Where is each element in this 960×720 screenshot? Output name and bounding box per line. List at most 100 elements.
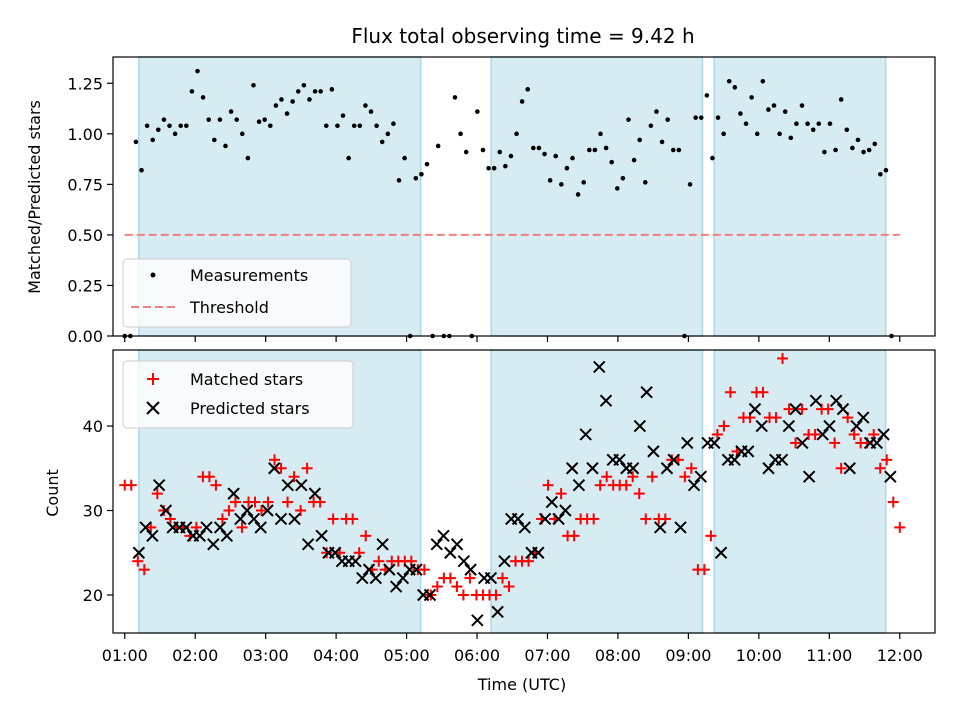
matched-star-point [601,471,613,483]
measurement-point [698,115,704,120]
measurement-point [144,123,150,129]
measurement-point [458,131,463,137]
matched-star-point [555,488,567,500]
predicted-star-point [708,436,721,450]
measurement-point [575,192,581,197]
top-y-axis: 0.00 0.25 0.50 0.75 1.00 1.25 [67,74,113,346]
measurement-point [794,121,799,127]
measurement-point [743,121,749,127]
predicted-star-point [572,478,586,492]
matched-star-point [679,471,691,483]
predicted-star-point [356,571,369,585]
top-y-axis-label: Matched/Predicted stars [25,100,44,294]
measurement-point [805,121,810,127]
matched-star-point [210,479,222,491]
predicted-star-point [396,571,410,585]
predicted-star-point [247,512,261,526]
legend-predicted-marker [146,401,160,415]
measurement-point [223,143,228,149]
predicted-star-point [782,419,796,433]
predicted-star-point [220,529,234,543]
predicted-star-point [545,495,559,509]
measurement-point [284,111,290,116]
chart-title: Flux total observing time = 9.42 h [351,24,694,48]
matched-star-point [431,581,443,593]
top-y-tick-label: 0.50 [67,226,103,245]
measurement-point [346,155,351,161]
top-observing-windows [138,56,887,337]
predicted-star-point [139,521,152,534]
matched-star-point [327,513,339,525]
predicted-star-point [498,554,511,568]
predicted-star-point [180,521,193,534]
measurement-point [721,131,726,137]
x-tick-label: 08:00 [595,646,641,665]
measurement-point [872,141,878,147]
x-tick-label: 01:00 [102,646,148,665]
measurement-point [200,95,206,100]
measurement-point [553,153,559,159]
measurement-point [167,123,172,129]
measurement-point [592,147,598,153]
matched-star-point [216,513,228,525]
predicted-star-point [288,512,301,526]
predicted-star-point [816,428,829,441]
predicted-star-point [146,529,159,543]
measurement-point [844,127,850,133]
matched-star-point [464,572,476,584]
bottom-plot-frame [112,349,936,634]
measurement-point [654,109,659,114]
predicted-star-point [308,487,322,500]
measurement-point [799,103,805,108]
measurement-point [150,137,156,143]
predicted-star-point [565,462,579,475]
measurement-point [234,117,239,122]
predicted-star-point [626,462,640,475]
predicted-star-point [281,478,294,492]
measurement-point [228,109,234,114]
legend-matched-label: Matched stars [190,370,303,389]
matched-star-point [627,471,639,483]
measurement-point [855,137,861,143]
predicted-star-point [193,529,206,543]
measurement-point [525,87,531,92]
matched-star-point [496,572,508,584]
matched-star-point [777,352,789,364]
measurement-point [329,87,335,92]
measurement-point [648,123,654,129]
measurement-point [217,117,223,122]
predicted-star-point [152,478,166,492]
matched-star-point [894,521,906,533]
measurement-point [760,78,766,84]
top-plot-frame [112,56,936,337]
measurement-point [419,171,424,177]
predicted-star-point [444,546,457,559]
predicted-star-point [687,478,701,492]
matched-star-point [125,479,137,491]
predicted-star-point [741,445,755,458]
measurement-point [861,149,866,155]
predicted-star-point [471,614,484,627]
predicted-star-point [362,563,376,576]
predicted-star-point [227,487,240,500]
measurement-point [788,135,794,141]
legend-predicted-label: Predicted stars [190,399,310,418]
measurement-point [206,117,211,122]
measurement-point [687,182,693,187]
measurement-point [559,182,564,187]
measurement-point [424,161,430,167]
x-tick-label: 12:00 [877,646,923,665]
top-y-tick-label: 0.75 [67,175,103,194]
measurement-point [564,165,570,171]
matched-star-point [881,454,893,466]
bottom-panel: 20 30 40 01:00 02:00 03:00 04:00 05:00 06:00 07:… [43,349,936,694]
measurement-point [262,117,267,122]
x-tick-label: 07:00 [524,646,570,665]
measurement-point [475,109,480,114]
predicted-star-point [132,546,146,559]
predicted-star-point [328,546,342,559]
bottom-y-axis: 20 30 40 [83,417,113,605]
measurement-point [609,159,614,165]
bottom-observing-window [490,349,704,634]
predicted-star-point [207,538,220,551]
